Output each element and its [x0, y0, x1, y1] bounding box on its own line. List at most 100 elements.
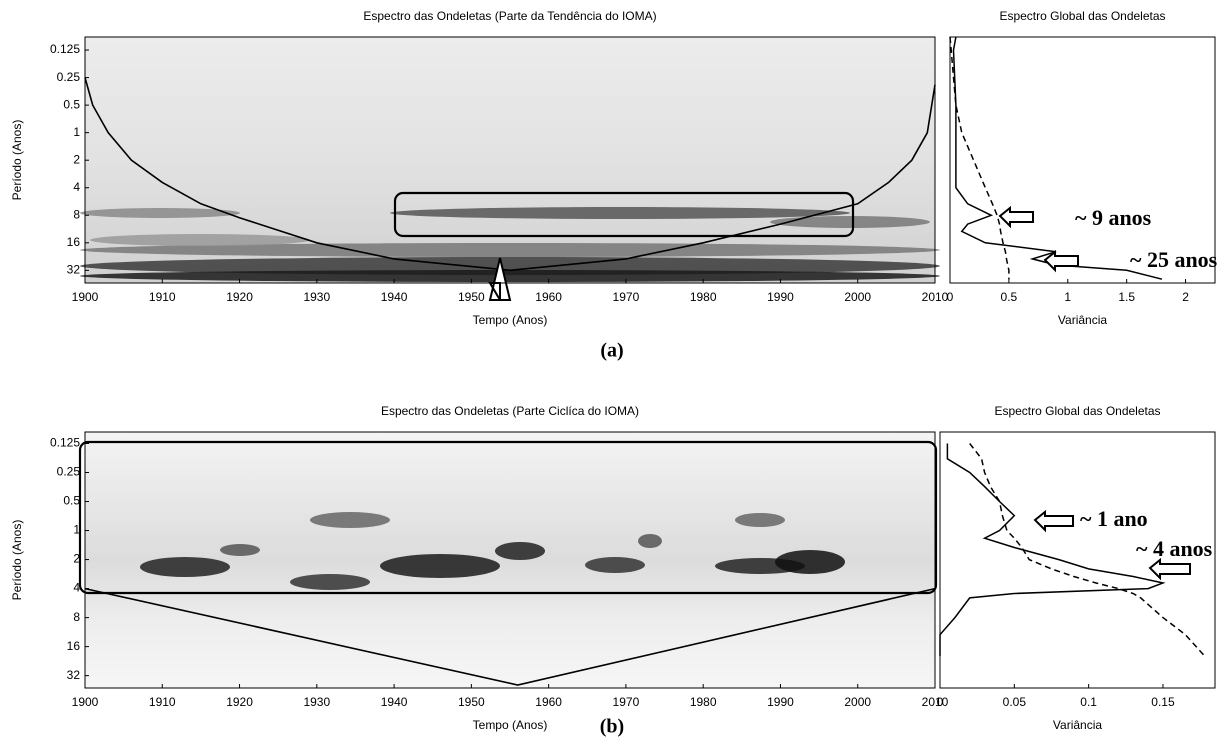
x-tick-label: 1900 [72, 695, 99, 709]
x-tick-label: 1990 [767, 290, 794, 304]
y-tick-label: 8 [73, 610, 80, 624]
annotation: ~ 25 anos [1130, 247, 1218, 272]
x-tick-label: 1920 [226, 290, 253, 304]
x-tick-label: 1960 [535, 695, 562, 709]
plot-frame [939, 431, 1216, 689]
arrow [1033, 509, 1074, 533]
y-tick-label: 0.125 [50, 436, 80, 450]
y-tick-label: 4 [73, 180, 80, 194]
x-tick-label: 1910 [149, 290, 176, 304]
heatmap-texture [310, 512, 390, 528]
x-tick-label: 0 [937, 695, 944, 709]
x-tick-label: 0.5 [1001, 290, 1018, 304]
y-axis-label: Período (Anos) [10, 520, 24, 601]
x-tick-label: 0.15 [1151, 695, 1175, 709]
y-tick-label: 0.5 [63, 494, 80, 508]
heatmap-texture [80, 270, 940, 282]
annotation: ~ 9 anos [1075, 205, 1152, 230]
y-tick-label: 2 [73, 552, 80, 566]
highlight-box [393, 191, 855, 238]
x-tick-label: 1980 [690, 695, 717, 709]
x-tick-label: 2010 [922, 290, 949, 304]
spectrum-line [939, 443, 1166, 656]
heatmap-texture [140, 557, 230, 577]
y-tick-label: 2 [73, 152, 80, 166]
heatmap-texture [380, 554, 500, 578]
x-tick-label: 1980 [690, 290, 717, 304]
x-tick-label: 0.1 [1080, 695, 1097, 709]
chart-title: Espectro das Ondeletas (Parte Ciclíca do… [381, 404, 639, 418]
x-axis-label: Variância [1053, 718, 1102, 732]
arrow [1043, 249, 1079, 273]
spectrum-line [969, 443, 1206, 657]
spectrum-line [952, 36, 1163, 280]
y-tick-label: 0.5 [63, 97, 80, 111]
x-tick-label: 1 [1064, 290, 1071, 304]
x-tick-label: 1930 [303, 290, 330, 304]
heatmap-texture [220, 544, 260, 556]
x-tick-label: 1970 [613, 695, 640, 709]
heatmap-texture [80, 208, 240, 218]
chart-title: Espectro Global das Ondeletas [999, 9, 1165, 23]
x-tick-label: 1950 [458, 695, 485, 709]
y-tick-label: 16 [67, 235, 81, 249]
y-tick-label: 8 [73, 207, 80, 221]
x-axis-label: Tempo (Anos) [473, 313, 548, 327]
x-tick-label: 0.05 [1003, 695, 1027, 709]
x-axis-label: Variância [1058, 313, 1107, 327]
x-tick-label: 1960 [535, 290, 562, 304]
highlight-box [78, 440, 938, 595]
x-tick-label: 1930 [303, 695, 330, 709]
y-tick-label: 0.25 [57, 465, 81, 479]
cone-of-influence [84, 77, 936, 272]
heatmap-texture [775, 550, 845, 574]
x-tick-label: 2000 [844, 290, 871, 304]
x-tick-label: 1970 [613, 290, 640, 304]
x-tick-label: 1950 [458, 290, 485, 304]
y-tick-label: 4 [73, 581, 80, 595]
heatmap-texture [638, 534, 662, 548]
chart-title: Espectro das Ondeletas (Parte da Tendênc… [363, 9, 656, 23]
y-tick-label: 0.125 [50, 42, 80, 56]
x-tick-label: 1.5 [1118, 290, 1135, 304]
x-tick-label: 1990 [767, 695, 794, 709]
y-tick-label: 0.25 [57, 70, 81, 84]
spectrum-line [949, 36, 1010, 280]
heatmap-texture [80, 243, 940, 257]
x-tick-label: 1900 [72, 290, 99, 304]
heatmap-texture [80, 257, 940, 275]
heatmap-texture [495, 542, 545, 560]
panel-label: (a) [600, 340, 623, 362]
arrow [998, 205, 1034, 229]
x-tick-label: 1920 [226, 695, 253, 709]
heatmap-texture [90, 234, 310, 246]
panel-label: (b) [600, 716, 624, 738]
arrow [1148, 557, 1191, 581]
x-tick-label: 2 [1182, 290, 1189, 304]
heatmap-texture [390, 207, 850, 219]
annotation: ~ 4 anos [1136, 536, 1213, 561]
y-axis-label: Período (Anos) [10, 120, 24, 201]
y-tick-label: 1 [73, 125, 80, 139]
x-tick-label: 1940 [381, 290, 408, 304]
y-tick-label: 1 [73, 523, 80, 537]
annotation: ~ 1 ano [1080, 506, 1148, 531]
cone-of-influence [84, 587, 936, 686]
y-tick-label: 32 [67, 263, 81, 277]
x-axis-label: Tempo (Anos) [473, 718, 548, 732]
x-tick-label: 0 [947, 290, 954, 304]
plot-frame [84, 431, 936, 689]
x-tick-label: 2010 [922, 695, 949, 709]
heatmap-texture [770, 216, 930, 228]
arrow [488, 257, 512, 301]
heatmap-texture [290, 574, 370, 590]
plot-frame [84, 36, 936, 284]
heatmap-texture [585, 557, 645, 573]
y-tick-label: 32 [67, 668, 81, 682]
heatmap-texture [735, 513, 785, 527]
x-tick-label: 1940 [381, 695, 408, 709]
x-tick-label: 2000 [844, 695, 871, 709]
x-tick-label: 1910 [149, 695, 176, 709]
plot-frame [949, 36, 1216, 284]
